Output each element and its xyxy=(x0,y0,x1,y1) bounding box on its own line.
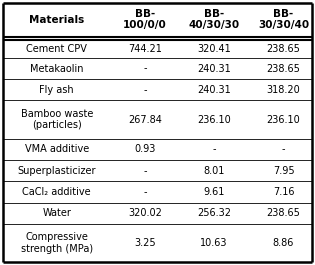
Text: -: - xyxy=(143,187,147,197)
Text: 236.10: 236.10 xyxy=(197,115,231,125)
Text: 238.65: 238.65 xyxy=(266,44,301,54)
Text: Materials: Materials xyxy=(29,15,84,25)
Text: Cement CPV: Cement CPV xyxy=(26,44,87,54)
Text: 9.61: 9.61 xyxy=(203,187,225,197)
Text: 238.65: 238.65 xyxy=(266,208,301,218)
Text: -: - xyxy=(143,166,147,176)
Text: Fly ash: Fly ash xyxy=(39,85,74,95)
Text: 8.86: 8.86 xyxy=(273,238,294,248)
Text: 320.41: 320.41 xyxy=(197,44,231,54)
Text: Superplasticizer: Superplasticizer xyxy=(17,166,96,176)
Text: CaCl₂ additive: CaCl₂ additive xyxy=(22,187,91,197)
Text: Bamboo waste
(particles): Bamboo waste (particles) xyxy=(20,109,93,130)
Text: Compressive
strength (MPa): Compressive strength (MPa) xyxy=(21,232,93,254)
Text: 10.63: 10.63 xyxy=(200,238,228,248)
Text: -: - xyxy=(282,144,285,154)
Text: BB-
30/30/40: BB- 30/30/40 xyxy=(258,9,309,30)
Text: 240.31: 240.31 xyxy=(197,85,231,95)
Text: -: - xyxy=(143,85,147,95)
Text: 267.84: 267.84 xyxy=(128,115,162,125)
Text: 8.01: 8.01 xyxy=(203,166,225,176)
Text: 320.02: 320.02 xyxy=(128,208,162,218)
Text: -: - xyxy=(143,64,147,73)
Text: 256.32: 256.32 xyxy=(197,208,231,218)
Text: 236.10: 236.10 xyxy=(266,115,301,125)
Text: 240.31: 240.31 xyxy=(197,64,231,73)
Text: Water: Water xyxy=(42,208,71,218)
Text: 0.93: 0.93 xyxy=(134,144,156,154)
Text: 7.95: 7.95 xyxy=(273,166,294,176)
Text: 744.21: 744.21 xyxy=(128,44,162,54)
Text: Metakaolin: Metakaolin xyxy=(30,64,83,73)
Text: BB-
40/30/30: BB- 40/30/30 xyxy=(189,9,240,30)
Text: 7.16: 7.16 xyxy=(273,187,294,197)
Text: 318.20: 318.20 xyxy=(266,85,301,95)
Text: 3.25: 3.25 xyxy=(134,238,156,248)
Text: BB-
100/0/0: BB- 100/0/0 xyxy=(123,9,167,30)
Text: -: - xyxy=(212,144,216,154)
Text: VMA additive: VMA additive xyxy=(25,144,89,154)
Text: 238.65: 238.65 xyxy=(266,64,301,73)
